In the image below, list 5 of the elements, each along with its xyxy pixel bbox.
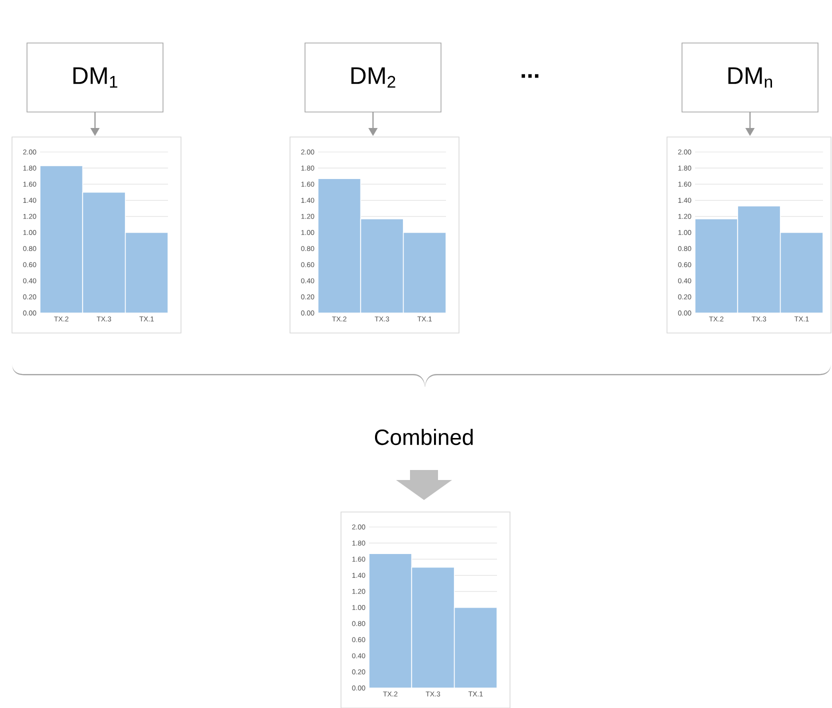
chart-title: DM$_{n}$ <box>728 67 772 88</box>
chart-title: DM$_{1}$ <box>73 67 118 88</box>
chart-title: Combined <box>374 428 473 445</box>
chart-title: DM$_{2}$ <box>351 67 396 88</box>
text: ... <box>522 74 538 78</box>
